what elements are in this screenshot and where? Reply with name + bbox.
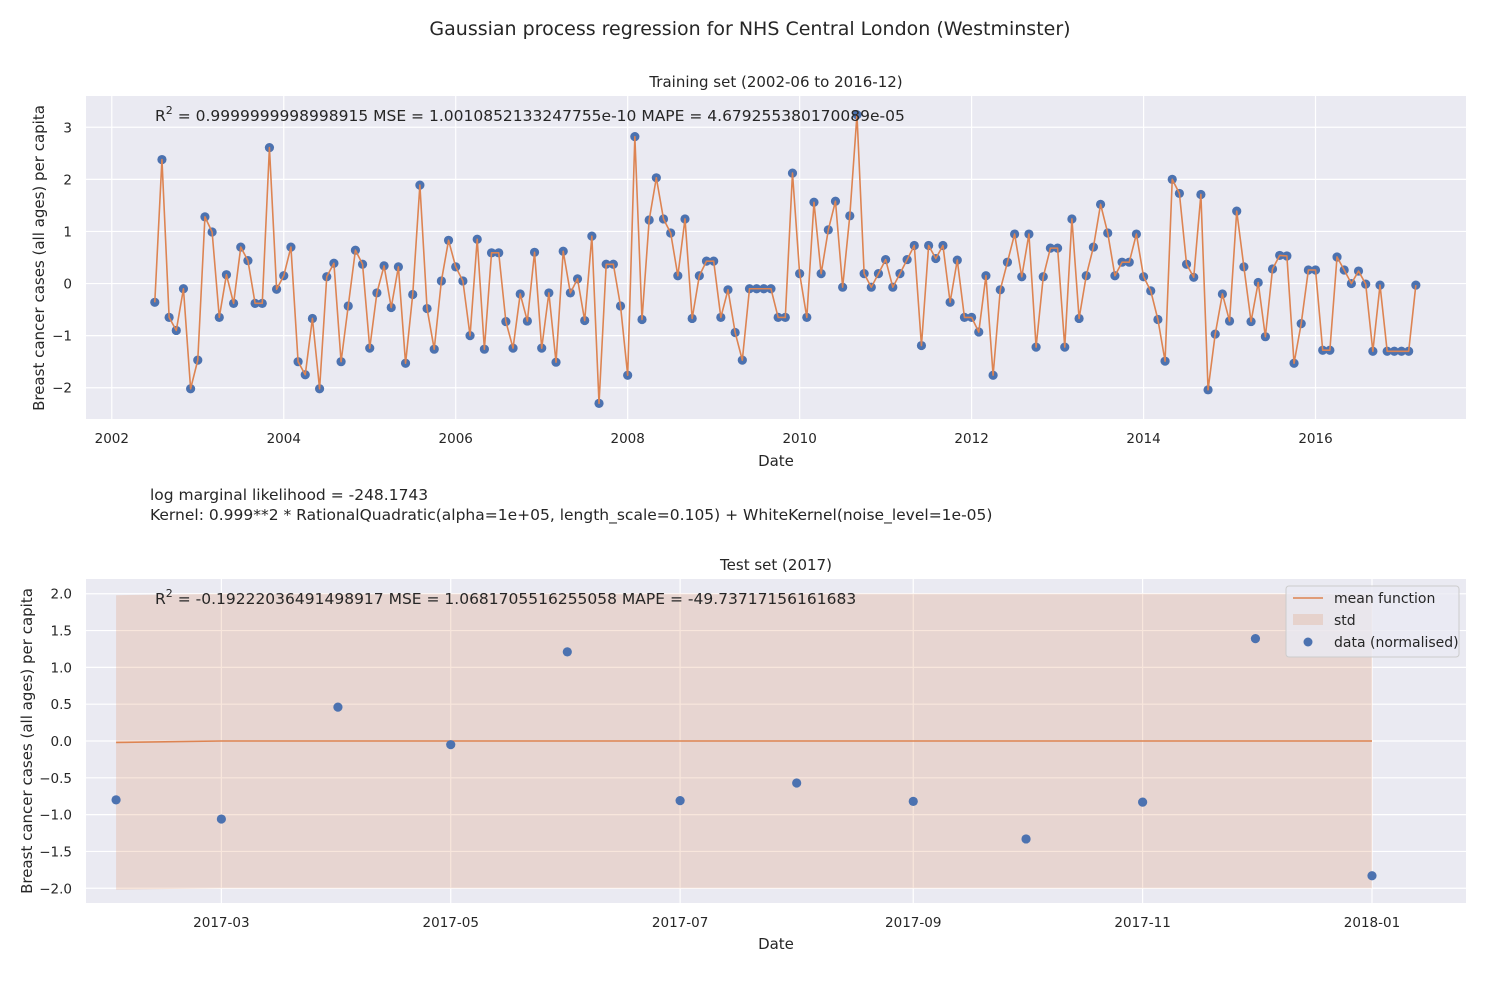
test-metrics: R2 = -0.19222036491498917 MSE = 1.068170… [155, 587, 856, 608]
legend-data-marker [1304, 638, 1313, 647]
x-tick-label: 2017-09 [885, 915, 941, 931]
legend-std-label: std [1334, 613, 1356, 629]
x-tick-label: 2017-03 [193, 915, 249, 931]
x-tick-label: 2017-11 [1114, 915, 1170, 931]
legend: mean function std data (normalised) [1286, 586, 1459, 657]
test-y-ticks: −2.0 −1.5 −1.0 −0.5 0.0 0.5 1.0 1.5 2.0 [39, 587, 72, 898]
training-title: Training set (2002-06 to 2016-12) [648, 73, 902, 91]
x-tick-label: 2017-07 [652, 915, 708, 931]
test-x-axis-label: Date [758, 935, 794, 953]
test-y-axis-label: Breast cancer cases (all ages) per capit… [18, 588, 36, 894]
test-data-point [1021, 834, 1030, 843]
training-r2-superscript: 2 [166, 104, 173, 117]
kernel-description: Kernel: 0.999**2 * RationalQuadratic(alp… [150, 506, 992, 525]
x-tick-label: 2014 [1126, 431, 1160, 447]
training-metrics: R2 = 0.9999999998998915 MSE = 1.00108521… [155, 104, 905, 125]
test-data-point [1367, 871, 1376, 880]
test-data-point [909, 797, 918, 806]
legend-data-label: data (normalised) [1334, 635, 1459, 651]
y-tick-label: 2 [63, 172, 72, 188]
x-tick-label: 2002 [95, 431, 129, 447]
x-tick-label: 2012 [954, 431, 988, 447]
y-tick-label: −2.0 [39, 881, 72, 897]
x-tick-label: 2008 [611, 431, 645, 447]
y-tick-label: 0.0 [51, 734, 72, 750]
test-data-point [676, 796, 685, 805]
figure-title: Gaussian process regression for NHS Cent… [429, 18, 1070, 40]
y-tick-label: 0.5 [51, 697, 72, 713]
x-tick-label: 2010 [782, 431, 816, 447]
test-data-point [111, 795, 120, 804]
x-tick-label: 2004 [267, 431, 301, 447]
test-data-point [446, 740, 455, 749]
test-panel: Test set (2017) R2 = -0.1922203649149891… [18, 556, 1466, 953]
training-r2-letter: R [155, 107, 166, 125]
y-tick-label: −0.5 [39, 771, 72, 787]
test-metric-values: = -0.19222036491498917 MSE = 1.068170551… [173, 590, 856, 608]
test-data-point [1138, 798, 1147, 807]
test-r2-superscript: 2 [166, 587, 173, 600]
log-marginal-likelihood: log marginal likelihood = -248.1743 [150, 486, 428, 504]
y-tick-label: 3 [63, 120, 72, 136]
y-tick-label: 0 [63, 277, 72, 293]
x-tick-label: 2018-01 [1344, 915, 1400, 931]
training-x-axis-label: Date [758, 452, 794, 470]
test-r2-letter: R [155, 590, 166, 608]
test-data-point [563, 647, 572, 656]
x-tick-label: 2017-05 [423, 915, 479, 931]
y-tick-label: 1.0 [51, 660, 72, 676]
y-tick-label: −1.0 [39, 808, 72, 824]
training-x-ticks: 2002 2004 2006 2008 2010 2012 2014 2016 [95, 431, 1333, 447]
test-x-ticks: 2017-03 2017-05 2017-07 2017-09 2017-11 2018-… [193, 915, 1400, 931]
y-tick-label: −1.5 [39, 844, 72, 860]
test-data-point [333, 703, 342, 712]
test-data-point [217, 814, 226, 823]
y-tick-label: 1 [63, 224, 72, 240]
x-tick-label: 2016 [1298, 431, 1332, 447]
legend-mean-label: mean function [1334, 591, 1435, 607]
legend-std-swatch [1293, 614, 1323, 625]
training-y-axis-label: Breast cancer cases (all ages) per capit… [30, 105, 48, 411]
y-tick-label: 2.0 [51, 587, 72, 603]
test-data-point [792, 778, 801, 787]
training-metric-values: = 0.9999999998998915 MSE = 1.00108521332… [173, 107, 905, 125]
test-title: Test set (2017) [719, 556, 832, 574]
y-tick-label: −2 [52, 381, 72, 397]
test-series [111, 594, 1376, 890]
test-data-point [1251, 634, 1260, 643]
training-panel: Training set (2002-06 to 2016-12) R2 = 0… [30, 73, 1466, 470]
training-y-ticks: −2 −1 0 1 2 3 [52, 120, 72, 396]
training-axes-background [86, 96, 1466, 419]
y-tick-label: −1 [52, 329, 72, 345]
y-tick-label: 1.5 [51, 624, 72, 640]
x-tick-label: 2006 [439, 431, 473, 447]
